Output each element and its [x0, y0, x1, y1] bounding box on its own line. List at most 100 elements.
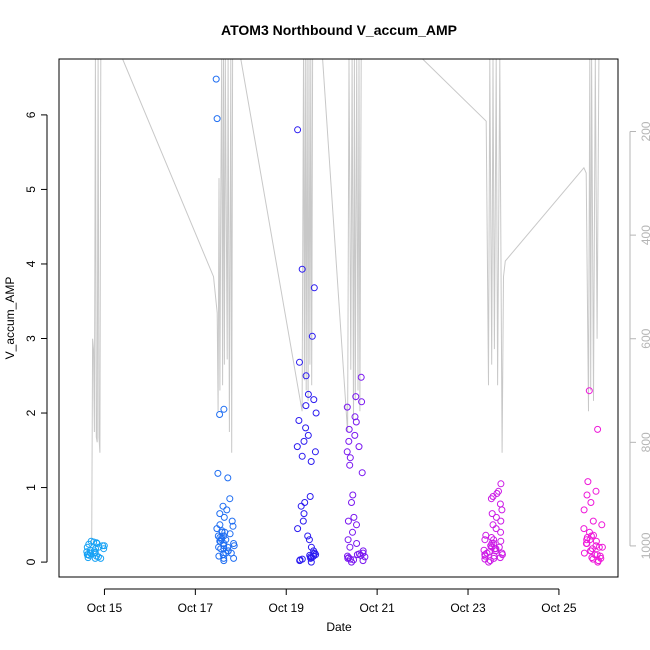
- data-point: [495, 543, 503, 551]
- data-point: [592, 487, 600, 495]
- data-point: [230, 540, 238, 547]
- data-point: [594, 425, 602, 433]
- data-point: [226, 495, 234, 503]
- overlay-line: [91, 59, 600, 546]
- y-tick-label: 5: [24, 186, 38, 193]
- data-point: [587, 547, 595, 555]
- data-point: [310, 284, 318, 292]
- data-point: [349, 528, 356, 536]
- data-point: [218, 536, 225, 544]
- data-point: [593, 551, 601, 559]
- data-point: [293, 443, 301, 451]
- data-point: [312, 409, 320, 417]
- data-point: [355, 550, 363, 558]
- data-point: [488, 510, 496, 518]
- y-right-tick-label: 200: [639, 121, 650, 141]
- data-point: [346, 454, 354, 462]
- x-tick-label: Oct 19: [269, 601, 305, 615]
- data-point: [495, 487, 502, 495]
- data-point: [220, 554, 228, 562]
- data-point: [351, 431, 359, 439]
- data-point: [349, 491, 357, 499]
- data-point: [294, 525, 302, 533]
- data-point: [100, 545, 108, 553]
- data-point: [592, 542, 600, 550]
- data-point: [358, 469, 366, 477]
- data-point: [302, 372, 310, 380]
- data-point: [343, 448, 351, 456]
- plot-frame: [58, 58, 619, 578]
- line-layer: [91, 59, 600, 546]
- data-point: [296, 556, 304, 564]
- data-point: [213, 115, 221, 123]
- data-point: [307, 558, 315, 566]
- data-point: [481, 555, 489, 563]
- x-axis: Oct 15 Oct 17 Oct 19 Oct 21 Oct 23 Oct 25: [87, 588, 577, 615]
- data-point: [480, 546, 488, 554]
- x-tick-label: Oct 21: [359, 601, 395, 615]
- data-point: [310, 550, 318, 558]
- data-point: [580, 506, 588, 514]
- data-point: [227, 549, 235, 557]
- data-point: [585, 387, 593, 395]
- data-point: [307, 458, 315, 465]
- data-point: [586, 528, 593, 536]
- data-point: [216, 537, 224, 545]
- data-point: [300, 510, 308, 518]
- x-axis-label: Date: [326, 620, 352, 634]
- data-point: [220, 542, 228, 550]
- data-point: [598, 543, 606, 551]
- y-tick-label: 4: [24, 260, 38, 267]
- data-point: [310, 547, 318, 555]
- data-point: [295, 417, 303, 424]
- data-point: [308, 332, 316, 340]
- data-point: [595, 543, 603, 551]
- data-point: [343, 403, 351, 411]
- x-tick-label: Oct 15: [87, 601, 123, 615]
- data-point: [294, 126, 302, 134]
- data-point: [345, 425, 353, 433]
- data-point: [352, 418, 360, 426]
- data-point: [357, 551, 365, 559]
- data-point: [216, 411, 224, 418]
- y-axis-left: 0 1 2 3 4 5 6: [24, 111, 48, 565]
- data-point: [304, 390, 312, 398]
- data-point: [584, 478, 592, 486]
- y-tick-label: 6: [24, 111, 38, 118]
- data-point: [587, 532, 595, 540]
- data-point: [580, 549, 588, 557]
- data-point: [304, 532, 312, 540]
- data-point: [306, 493, 314, 500]
- data-point: [216, 534, 224, 541]
- data-point: [220, 513, 228, 521]
- data-point: [85, 540, 93, 548]
- data-point: [224, 474, 232, 482]
- point-layer: [83, 75, 606, 566]
- y-right-tick-label: 800: [639, 432, 650, 452]
- data-point: [589, 517, 597, 525]
- data-point: [490, 554, 498, 562]
- data-point: [228, 517, 236, 525]
- data-point: [586, 536, 594, 544]
- data-point: [93, 539, 100, 547]
- data-point: [214, 469, 222, 477]
- data-point: [492, 545, 500, 553]
- data-point: [489, 521, 497, 529]
- data-point: [212, 75, 220, 83]
- data-point: [487, 542, 495, 550]
- y-tick-label: 0: [24, 558, 38, 565]
- data-point: [302, 402, 310, 410]
- data-point: [346, 461, 354, 469]
- data-point: [496, 500, 504, 508]
- data-point: [492, 513, 500, 521]
- data-point: [580, 525, 588, 533]
- data-point: [591, 551, 599, 559]
- data-point: [229, 522, 237, 530]
- y-tick-label: 3: [24, 335, 38, 342]
- data-point: [344, 517, 352, 525]
- data-point: [84, 554, 92, 562]
- y-axis-right: 200 400 600 800 1000: [629, 121, 650, 559]
- data-point: [219, 502, 227, 510]
- data-point: [359, 549, 367, 557]
